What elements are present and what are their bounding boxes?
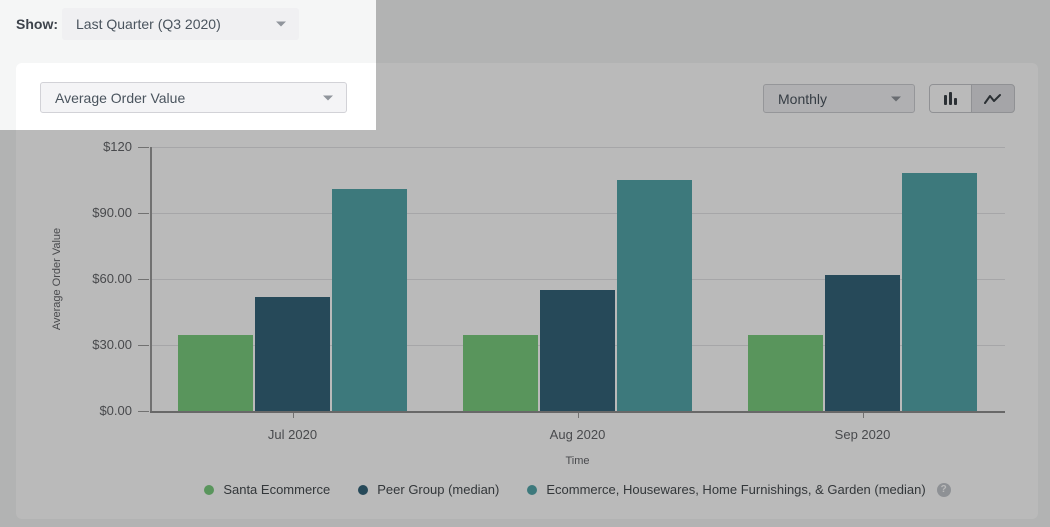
bar-ecommerce-housewares-home-furnishings-garden-median-jul-2020 <box>332 188 407 411</box>
bar-peer-group-median-aug-2020 <box>540 290 615 411</box>
legend-label: Ecommerce, Housewares, Home Furnishings,… <box>546 482 926 497</box>
filter-bar: Show: Last Quarter (Q3 2020) <box>0 0 1050 63</box>
x-tick-jul-2020 <box>292 413 294 418</box>
y-tick-30 <box>138 344 149 346</box>
legend-dot-icon <box>204 484 215 495</box>
gridline-90 <box>150 212 1005 214</box>
x-tick-aug-2020 <box>577 413 579 418</box>
bar-chart-icon <box>944 92 957 105</box>
bar-view-button[interactable] <box>930 85 972 112</box>
legend-label: Peer Group (median) <box>377 482 500 497</box>
bar-ecommerce-housewares-home-furnishings-garden-median-aug-2020 <box>617 180 692 411</box>
y-tick-120 <box>138 146 149 148</box>
chart-view-toggle <box>929 84 1015 113</box>
gridline-120 <box>150 146 1005 148</box>
metric-dropdown[interactable]: Average Order Value <box>40 82 347 113</box>
y-tick-60 <box>138 278 149 280</box>
line-view-button[interactable] <box>972 85 1014 112</box>
bar-peer-group-median-jul-2020 <box>255 296 330 411</box>
help-icon[interactable]: ? <box>936 482 951 497</box>
line-chart-icon <box>984 93 1001 104</box>
x-tick-label-aug-2020: Aug 2020 <box>549 427 606 442</box>
period-dropdown[interactable]: Last Quarter (Q3 2020) <box>62 8 299 40</box>
legend-dot-icon <box>358 484 369 495</box>
benchmark-chart-card: Average Order Value Monthly Average Orde… <box>16 63 1038 519</box>
legend-item-ecommerce-housewares-home-furnishings-garden-median: Ecommerce, Housewares, Home Furnishings,… <box>527 482 951 497</box>
bar-santa-ecommerce-jul-2020 <box>178 335 253 411</box>
legend-item-peer-group-median: Peer Group (median) <box>358 482 499 497</box>
x-tick-label-sep-2020: Sep 2020 <box>834 427 891 442</box>
legend-dot-icon <box>527 484 538 495</box>
y-tick-label-90: $90.00 <box>92 205 132 220</box>
y-tick-label-0: $0.00 <box>99 403 132 418</box>
bar-santa-ecommerce-sep-2020 <box>748 335 823 411</box>
chevron-down-icon <box>276 21 286 27</box>
bar-peer-group-median-sep-2020 <box>825 274 900 411</box>
gridline-60 <box>150 278 1005 280</box>
y-tick-label-30: $30.00 <box>92 337 132 352</box>
legend-label: Santa Ecommerce <box>223 482 331 497</box>
x-tick-label-jul-2020: Jul 2020 <box>267 427 318 442</box>
y-axis-line <box>150 147 152 411</box>
x-tick-sep-2020 <box>862 413 864 418</box>
chevron-down-icon <box>891 96 901 101</box>
y-tick-90 <box>138 212 149 214</box>
granularity-dropdown[interactable]: Monthly <box>763 84 915 113</box>
y-tick-0 <box>138 410 149 412</box>
chart-legend: Santa Ecommerce Peer Group (median) Ecomme… <box>150 482 1005 497</box>
chevron-down-icon <box>323 95 333 100</box>
granularity-dropdown-value: Monthly <box>778 90 828 107</box>
y-tick-label-120: $120 <box>103 139 132 154</box>
period-dropdown-value: Last Quarter (Q3 2020) <box>76 16 221 32</box>
bar-santa-ecommerce-aug-2020 <box>463 335 538 411</box>
show-label: Show: <box>16 16 58 32</box>
x-axis-line <box>150 411 1005 413</box>
legend-item-santa-ecommerce: Santa Ecommerce <box>204 482 330 497</box>
bar-ecommerce-housewares-home-furnishings-garden-median-sep-2020 <box>902 173 977 411</box>
metric-dropdown-value: Average Order Value <box>55 89 186 106</box>
bar-chart: Average Order Value $0.00 $30.00 $60.00 $90… <box>16 63 1038 519</box>
y-tick-label-60: $60.00 <box>92 271 132 286</box>
x-axis-title: Time <box>565 455 590 467</box>
